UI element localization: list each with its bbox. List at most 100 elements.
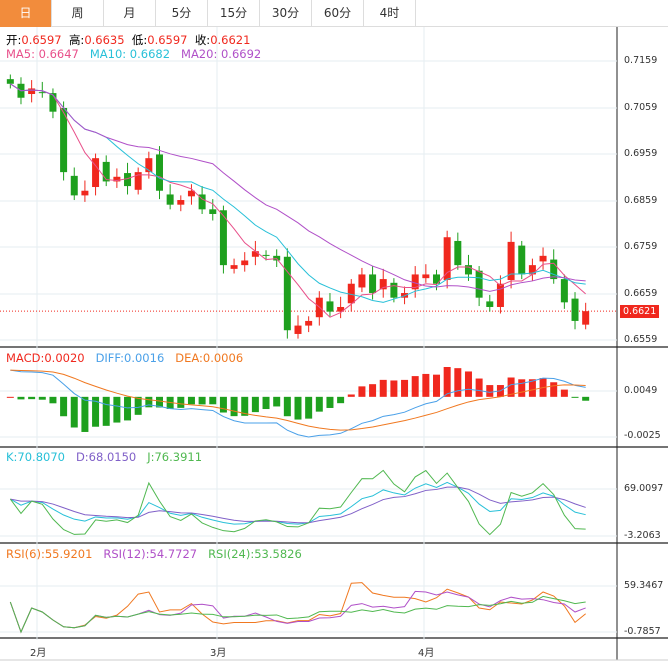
macd-bar: [28, 396, 36, 400]
macd-bar: [294, 396, 302, 420]
macd-bar: [241, 396, 249, 416]
candle-body: [358, 274, 366, 288]
macd-bar: [560, 389, 568, 397]
macd-bar: [145, 396, 153, 408]
month-label: 4月: [418, 648, 435, 659]
candle-body: [124, 173, 132, 187]
dea-value: DEA:0.0006: [175, 351, 244, 365]
close-value: 0.6621: [210, 33, 251, 47]
tab-60min[interactable]: 60分: [312, 0, 364, 27]
macd-bar: [230, 396, 238, 417]
candle-body: [496, 283, 504, 307]
candle-body: [464, 265, 472, 275]
candle-body: [518, 245, 526, 275]
candle-body: [251, 251, 259, 257]
diff-line: [10, 369, 586, 438]
tab-4h[interactable]: 4时: [364, 0, 416, 27]
candle-body: [38, 92, 46, 94]
macd-bar: [379, 379, 387, 397]
macd-bar: [528, 379, 536, 397]
macd-bar: [124, 396, 132, 421]
tab-30min[interactable]: 30分: [260, 0, 312, 27]
j-value: J:76.3911: [147, 450, 203, 464]
candle-body: [560, 279, 568, 303]
rsi24-value: RSI(24):53.5826: [208, 547, 302, 561]
macd-bar: [411, 376, 419, 397]
price-tick: 0.6759: [624, 241, 658, 252]
price-tick: 0.6959: [624, 148, 658, 159]
candle-body: [294, 325, 302, 334]
macd-bar: [17, 396, 25, 400]
candle-body: [70, 175, 78, 196]
macd-bar: [219, 396, 227, 413]
month-label: 3月: [210, 648, 227, 659]
candle-body: [528, 265, 536, 275]
macd-bar: [464, 371, 472, 397]
kdj-tick: 69.0097: [624, 483, 664, 494]
candle-body: [113, 176, 121, 182]
ma20-value: MA20: 0.6692: [181, 47, 262, 61]
macd-tick: -0.0025: [624, 430, 661, 441]
macd-bar: [81, 396, 89, 432]
price-tick: 0.6559: [624, 334, 658, 345]
macd-readout: MACD:0.0020 DIFF:0.0016 DEA:0.0006: [6, 351, 243, 365]
macd-bar: [113, 396, 121, 423]
macd-bar: [262, 396, 270, 410]
macd-bar: [390, 380, 398, 397]
macd-bar: [198, 396, 206, 405]
candle-body: [347, 283, 355, 304]
candle-body: [241, 260, 249, 266]
candle-body: [337, 306, 345, 312]
macd-bar: [507, 377, 515, 397]
candle-body: [92, 158, 100, 188]
low-label: 低:: [131, 33, 148, 47]
kdj-tick: -3.2063: [624, 530, 661, 541]
tab-5min[interactable]: 5分: [156, 0, 208, 27]
dea-line: [10, 369, 586, 431]
macd-bar: [326, 396, 334, 408]
candle-body: [475, 270, 483, 298]
macd-bar: [454, 368, 462, 397]
candle-body: [209, 209, 217, 214]
macd-bar: [422, 373, 430, 397]
tab-week[interactable]: 周: [52, 0, 104, 27]
candle-body: [326, 301, 334, 312]
price-tick: 0.6659: [624, 288, 658, 299]
candle-body: [486, 301, 494, 307]
candle-body: [433, 274, 441, 284]
rsi-tick: -0.7857: [624, 626, 661, 637]
candle-body: [379, 279, 387, 290]
macd-bar: [283, 396, 291, 417]
macd-bar: [251, 396, 259, 413]
ma-readout: MA5: 0.6647 MA10: 0.6682 MA20: 0.6692: [6, 47, 261, 61]
tab-day[interactable]: 日: [0, 0, 52, 27]
candle-body: [60, 107, 68, 173]
high-value: 0.6635: [84, 33, 125, 47]
macd-bar: [102, 396, 110, 426]
candle-body: [582, 311, 590, 325]
d-value: D:68.0150: [75, 450, 137, 464]
candle-body: [422, 274, 430, 279]
rsi-readout: RSI(6):55.9201 RSI(12):54.7727 RSI(24):5…: [6, 547, 302, 561]
candle-body: [539, 255, 547, 262]
macd-bar: [177, 396, 185, 408]
macd-bar: [582, 396, 590, 401]
diff-value: DIFF:0.0016: [95, 351, 165, 365]
macd-bar: [433, 374, 441, 397]
candle-body: [177, 200, 185, 205]
candle-body: [283, 256, 291, 331]
candle-body: [262, 254, 270, 256]
macd-bar: [369, 384, 377, 397]
rsi6-line: [9, 582, 586, 634]
tab-15min[interactable]: 15分: [208, 0, 260, 27]
candle-body: [187, 190, 195, 197]
candle-body: [443, 237, 451, 281]
tab-month[interactable]: 月: [104, 0, 156, 27]
open-value: 0.6597: [21, 33, 62, 47]
close-label: 收:: [194, 33, 211, 47]
ma10-line: [10, 83, 586, 303]
ma20-line: [10, 83, 586, 292]
candle-body: [369, 274, 377, 294]
k-value: K:70.8070: [6, 450, 65, 464]
